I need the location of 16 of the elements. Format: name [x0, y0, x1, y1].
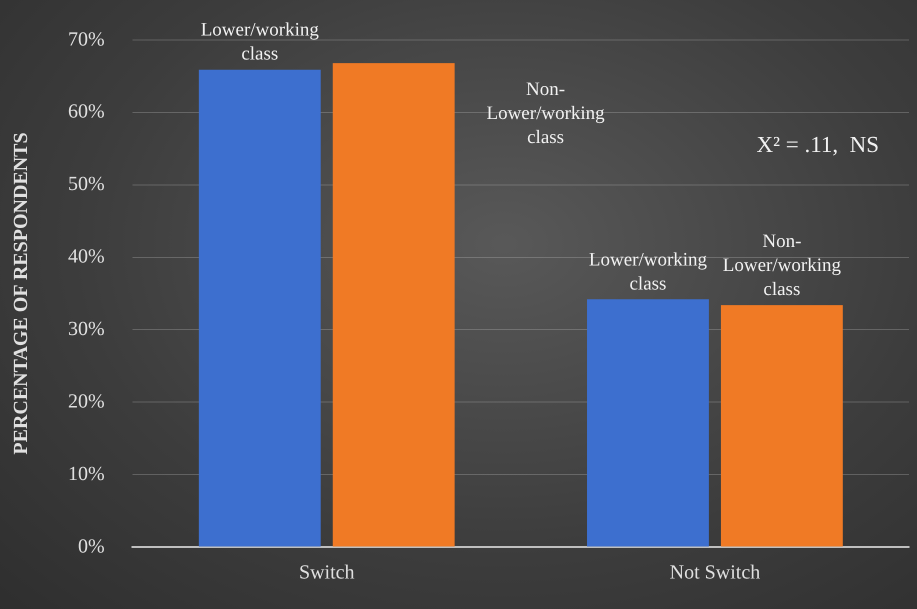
series-label: Lower/working class — [200, 20, 320, 65]
y-tick-label: 30% — [68, 318, 105, 340]
y-tick-label: 0% — [78, 535, 105, 558]
y-tick-label: 70% — [68, 28, 105, 50]
y-tick-label: 60% — [68, 100, 105, 123]
y-axis-title: PERCENTAGE OF RESPONDENTS — [10, 132, 32, 455]
y-tick-label: 20% — [68, 390, 105, 412]
y-tick-label: 10% — [68, 462, 105, 485]
annotation: X² = .11, NS — [756, 132, 879, 157]
x-tick-label: Switch — [298, 561, 355, 584]
x-tick-label: Not Switch — [670, 561, 760, 584]
text: Lower/working class — [588, 249, 708, 294]
y-tick-label: 50% — [68, 173, 105, 196]
y-tick-label: 40% — [68, 246, 105, 268]
series-label: Non-Lower/working class — [722, 231, 842, 300]
text: Non-Lower/working class — [486, 79, 605, 148]
